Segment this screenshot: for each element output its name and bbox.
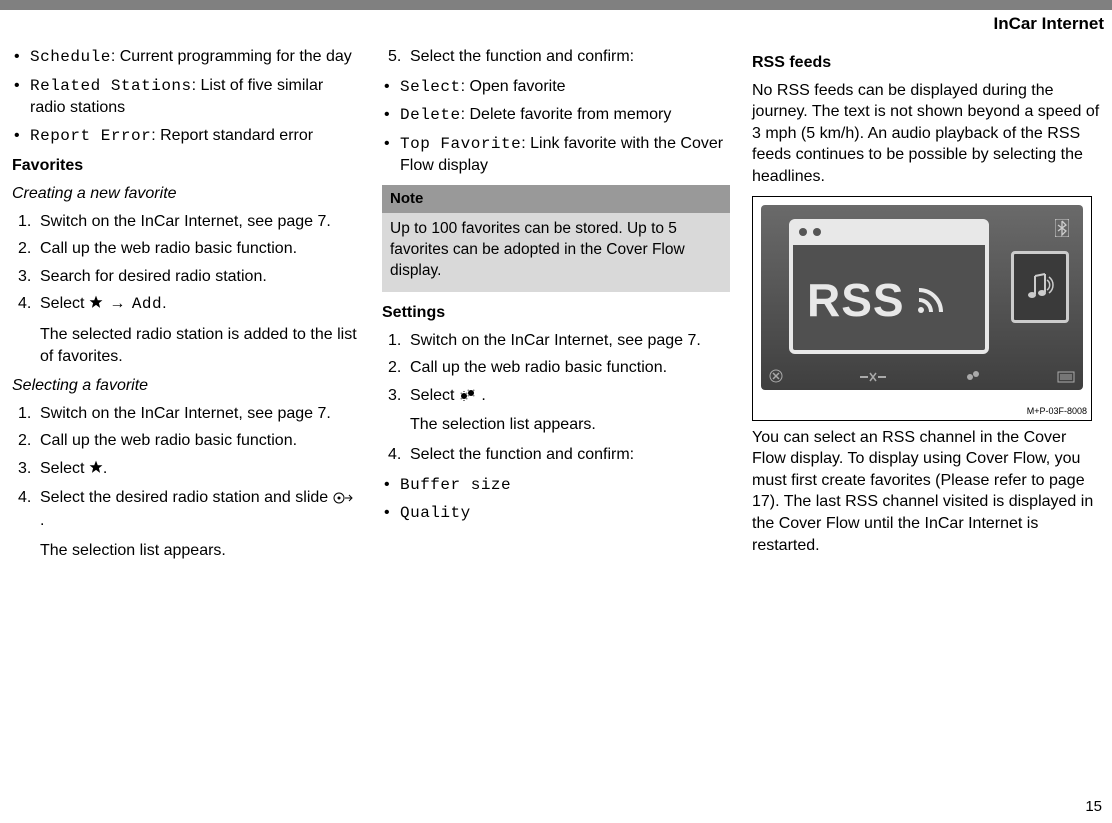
list-item: Top Favorite: Link favorite with the Cov… bbox=[382, 133, 730, 177]
term: Report Error bbox=[30, 127, 151, 145]
gears-icon bbox=[459, 387, 477, 409]
term-desc: : Report standard error bbox=[151, 127, 313, 144]
rss-heading: RSS feeds bbox=[752, 52, 1100, 74]
rss-text: RSS bbox=[807, 269, 905, 331]
creating-favorite-heading: Creating a new favorite bbox=[12, 183, 360, 205]
step-post: . bbox=[162, 295, 166, 312]
column-2: Select the function and confirm: Select:… bbox=[382, 46, 730, 569]
continue-steps: Select the function and confirm: bbox=[382, 46, 730, 68]
section-header: InCar Internet bbox=[993, 14, 1104, 34]
function-bullets: Select: Open favorite Delete: Delete fav… bbox=[382, 76, 730, 177]
list-item: Report Error: Report standard error bbox=[12, 125, 360, 148]
top-grey-bar bbox=[0, 0, 1112, 10]
figure-window: RSS bbox=[789, 219, 989, 354]
step-text: Select bbox=[40, 460, 89, 477]
note-body: Up to 100 favorites can be stored. Up to… bbox=[382, 213, 730, 292]
window-dot-icon bbox=[799, 228, 807, 236]
step: Select the desired radio station and sli… bbox=[12, 487, 360, 532]
divider-icon bbox=[858, 369, 888, 388]
rss-label: RSS bbox=[807, 269, 949, 331]
list-item: Related Stations: List of five similar r… bbox=[12, 75, 360, 119]
step-text: Select bbox=[40, 295, 89, 312]
figure-side-panel bbox=[1011, 251, 1069, 323]
term: Top Favorite bbox=[400, 135, 521, 153]
rss-paragraph-2: You can select an RSS channel in the Cov… bbox=[752, 427, 1100, 557]
step: Switch on the InCar Internet, see page 7… bbox=[12, 403, 360, 425]
term: Schedule bbox=[30, 48, 111, 66]
step: Search for desired radio station. bbox=[12, 266, 360, 288]
step-result: The selection list appears. bbox=[40, 540, 360, 562]
term: Buffer size bbox=[400, 476, 511, 494]
star-icon bbox=[89, 294, 103, 316]
step-post: . bbox=[103, 460, 107, 477]
selecting-favorite-heading: Selecting a favorite bbox=[12, 375, 360, 397]
list-item: Schedule: Current programming for the da… bbox=[12, 46, 360, 69]
figure-caption: M+P-03F-8008 bbox=[1027, 405, 1087, 417]
rss-wave-icon bbox=[915, 269, 949, 331]
term-desc: : Open favorite bbox=[461, 78, 566, 95]
settings-heading: Settings bbox=[382, 302, 730, 324]
arrow-icon: → bbox=[107, 293, 127, 315]
rss-figure: RSS bbox=[752, 196, 1092, 421]
column-3: RSS feeds No RSS feeds can be displayed … bbox=[752, 46, 1100, 569]
term: Quality bbox=[400, 504, 471, 522]
step-text: Select bbox=[410, 387, 459, 404]
selecting-steps: Switch on the InCar Internet, see page 7… bbox=[12, 403, 360, 532]
step: Switch on the InCar Internet, see page 7… bbox=[12, 211, 360, 233]
figure-screen: RSS bbox=[761, 205, 1083, 390]
term-desc: : Delete favorite from memory bbox=[461, 106, 672, 123]
music-icon bbox=[1014, 254, 1066, 320]
add-term: Add bbox=[132, 295, 162, 313]
step-post: . bbox=[481, 387, 485, 404]
figure-bottom-bar bbox=[761, 368, 1083, 390]
window-dot-icon bbox=[813, 228, 821, 236]
settings-steps: Switch on the InCar Internet, see page 7… bbox=[382, 330, 730, 409]
step-text: Select the desired radio station and sli… bbox=[40, 489, 333, 506]
step: Select . bbox=[382, 385, 730, 409]
settings-bullets: Buffer size Quality bbox=[382, 474, 730, 525]
column-1: Schedule: Current programming for the da… bbox=[12, 46, 360, 569]
favorites-heading: Favorites bbox=[12, 155, 360, 177]
note-heading: Note bbox=[382, 185, 730, 213]
rss-paragraph-1: No RSS feeds can be displayed during the… bbox=[752, 80, 1100, 188]
list-item: Quality bbox=[382, 502, 730, 525]
bluetooth-icon bbox=[1055, 219, 1069, 244]
gears-icon bbox=[964, 369, 982, 388]
term: Related Stations bbox=[30, 77, 192, 95]
step: Select the function and confirm: bbox=[382, 46, 730, 68]
term: Delete bbox=[400, 106, 461, 124]
step: Call up the web radio basic function. bbox=[382, 357, 730, 379]
step: Select . bbox=[12, 458, 360, 481]
page-number: 15 bbox=[1085, 798, 1102, 815]
step-result: The selection list appears. bbox=[410, 414, 730, 436]
list-item: Select: Open favorite bbox=[382, 76, 730, 99]
list-item: Delete: Delete favorite from memory bbox=[382, 104, 730, 127]
radio-info-bullets: Schedule: Current programming for the da… bbox=[12, 46, 360, 147]
close-x-icon bbox=[769, 369, 783, 388]
step: Select the function and confirm: bbox=[382, 444, 730, 466]
creating-steps: Switch on the InCar Internet, see page 7… bbox=[12, 211, 360, 316]
step-post: . bbox=[40, 512, 44, 529]
step-result: The selected radio station is added to t… bbox=[40, 324, 360, 367]
figure-window-titlebar bbox=[793, 223, 985, 245]
controller-slide-icon bbox=[333, 489, 353, 511]
term-desc: : Current programming for the day bbox=[111, 48, 352, 65]
page-columns: Schedule: Current programming for the da… bbox=[0, 10, 1112, 569]
step: Call up the web radio basic function. bbox=[12, 238, 360, 260]
list-item: Buffer size bbox=[382, 474, 730, 497]
step: Switch on the InCar Internet, see page 7… bbox=[382, 330, 730, 352]
step: Select → Add. bbox=[12, 293, 360, 316]
term: Select bbox=[400, 78, 461, 96]
step: Call up the web radio basic function. bbox=[12, 430, 360, 452]
settings-steps-cont: Select the function and confirm: bbox=[382, 444, 730, 466]
star-icon bbox=[89, 459, 103, 481]
list-bars-icon bbox=[1057, 369, 1075, 388]
